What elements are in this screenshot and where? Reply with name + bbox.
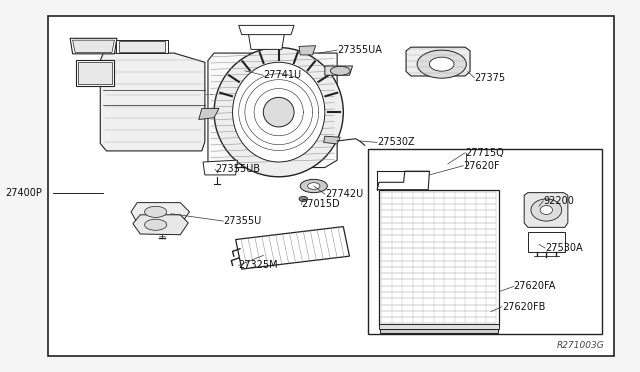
Polygon shape — [78, 62, 112, 84]
Text: 27741U: 27741U — [263, 70, 301, 80]
Polygon shape — [377, 171, 429, 190]
Ellipse shape — [531, 199, 562, 221]
Ellipse shape — [232, 62, 325, 162]
Polygon shape — [299, 46, 316, 55]
Text: 27355UB: 27355UB — [215, 164, 260, 174]
Bar — [368, 149, 602, 334]
Polygon shape — [239, 25, 294, 35]
Polygon shape — [325, 66, 353, 75]
Text: 27015D: 27015D — [301, 199, 340, 209]
Ellipse shape — [540, 206, 552, 214]
Ellipse shape — [417, 50, 467, 78]
Polygon shape — [380, 328, 498, 333]
Polygon shape — [324, 136, 340, 144]
Polygon shape — [70, 38, 117, 54]
Ellipse shape — [214, 48, 343, 177]
Text: 27742U: 27742U — [325, 189, 363, 199]
Ellipse shape — [145, 206, 167, 217]
Polygon shape — [72, 40, 115, 52]
Polygon shape — [528, 232, 564, 253]
Polygon shape — [208, 53, 337, 167]
Text: 27355UA: 27355UA — [337, 45, 382, 55]
Polygon shape — [100, 53, 205, 151]
Polygon shape — [116, 40, 168, 53]
Ellipse shape — [299, 196, 308, 202]
Polygon shape — [236, 227, 349, 269]
Ellipse shape — [429, 57, 454, 71]
Text: 27375: 27375 — [474, 73, 506, 83]
Text: 27530Z: 27530Z — [377, 137, 415, 147]
Text: 27620F: 27620F — [463, 161, 500, 171]
Bar — [379, 190, 499, 326]
Text: R271003G: R271003G — [557, 341, 605, 350]
Text: 27325M: 27325M — [239, 260, 278, 270]
Text: 27355U: 27355U — [223, 216, 262, 226]
Polygon shape — [203, 160, 237, 175]
Ellipse shape — [145, 219, 167, 230]
Text: 27620FB: 27620FB — [502, 302, 545, 312]
Polygon shape — [76, 61, 115, 86]
Polygon shape — [131, 203, 189, 225]
Text: 92200: 92200 — [543, 196, 574, 206]
Text: 27530A: 27530A — [545, 243, 583, 253]
Polygon shape — [524, 193, 568, 227]
Ellipse shape — [300, 179, 327, 193]
Text: 27400P: 27400P — [5, 188, 42, 198]
Ellipse shape — [308, 183, 320, 189]
Polygon shape — [406, 47, 470, 76]
Ellipse shape — [263, 97, 294, 127]
Text: 27715Q: 27715Q — [465, 148, 504, 158]
Polygon shape — [248, 31, 285, 49]
Polygon shape — [199, 109, 219, 119]
Ellipse shape — [330, 66, 350, 75]
Text: 27620FA: 27620FA — [514, 282, 556, 291]
Polygon shape — [119, 41, 165, 52]
Polygon shape — [379, 324, 499, 329]
Polygon shape — [133, 215, 188, 235]
